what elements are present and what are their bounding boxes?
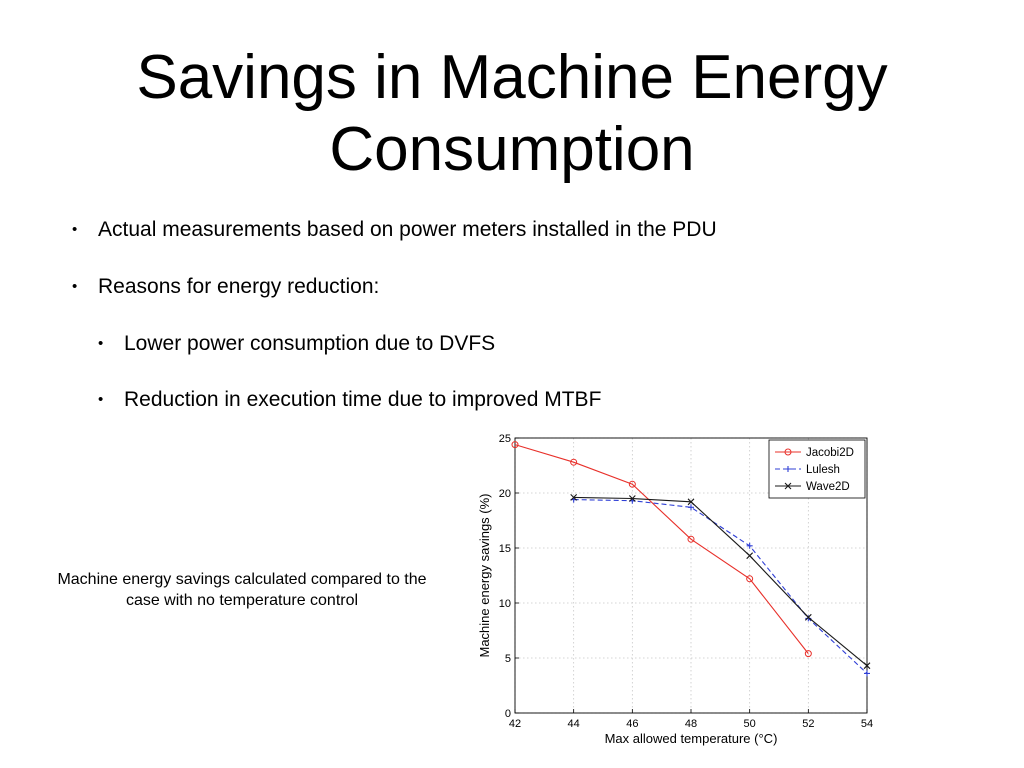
data-point-jacobi2d bbox=[804, 650, 812, 658]
x-tick-label: 54 bbox=[861, 718, 873, 730]
title-line-2: Consumption bbox=[329, 115, 695, 184]
data-point-jacobi2d bbox=[687, 535, 695, 543]
bullet-text: Reasons for energy reduction: bbox=[98, 275, 380, 298]
x-axis-label: Max allowed temperature (°C) bbox=[605, 731, 778, 746]
bullet-dot: • bbox=[98, 391, 104, 408]
x-tick-label: 42 bbox=[509, 718, 521, 730]
bullet-text: Reduction in execution time due to impro… bbox=[124, 388, 602, 411]
data-point-wave2d bbox=[687, 498, 695, 506]
series-line-lulesh bbox=[573, 499, 868, 674]
data-point-lulesh bbox=[864, 670, 870, 677]
x-tick-label: 50 bbox=[744, 718, 756, 730]
x-tick-label: 44 bbox=[568, 718, 580, 730]
data-point-wave2d bbox=[746, 552, 754, 560]
series-line-jacobi2d bbox=[514, 444, 809, 654]
y-tick-label: 5 bbox=[505, 653, 511, 665]
data-point-wave2d bbox=[628, 495, 636, 502]
bullet-dot: • bbox=[72, 278, 78, 295]
data-point-wave2d bbox=[570, 494, 578, 501]
legend-label: Jacobi2D bbox=[806, 447, 854, 459]
bullet-dot: • bbox=[98, 335, 104, 352]
y-tick-label: 20 bbox=[499, 488, 511, 500]
energy-savings-chart: 42 44 46 48 50 52 54 0 5 10 15 20 25 Max allowed temp… bbox=[477, 433, 873, 746]
title-line-1: Savings in Machine Energy bbox=[136, 43, 888, 112]
y-tick-label: 15 bbox=[499, 543, 511, 555]
legend-label: Lulesh bbox=[806, 464, 840, 476]
sub-bullet-item: • Reduction in execution time due to imp… bbox=[98, 386, 601, 414]
bullet-item: • Actual measurements based on power met… bbox=[72, 216, 717, 244]
y-tick-label: 25 bbox=[499, 433, 511, 445]
data-point-jacobi2d bbox=[628, 480, 636, 488]
legend-marker bbox=[784, 448, 792, 456]
bullet-dot: • bbox=[72, 221, 78, 238]
data-point-jacobi2d bbox=[570, 458, 578, 466]
bullet-item: • Reasons for energy reduction: bbox=[72, 273, 379, 301]
y-tick-label: 10 bbox=[499, 598, 511, 610]
legend-marker bbox=[785, 466, 791, 472]
data-point-lulesh bbox=[688, 504, 694, 511]
x-tick-label: 48 bbox=[685, 718, 697, 730]
bullet-text: Actual measurements based on power meter… bbox=[98, 218, 717, 241]
data-point-wave2d bbox=[863, 662, 871, 670]
slide-title: Savings in Machine Energy Consumption bbox=[0, 42, 1024, 186]
data-point-lulesh bbox=[746, 542, 753, 549]
x-tick-label: 46 bbox=[626, 718, 638, 730]
series-line-wave2d bbox=[573, 496, 868, 667]
legend-label: Wave2D bbox=[806, 481, 850, 493]
x-tick-label: 52 bbox=[802, 718, 814, 730]
y-axis-label: Machine energy savings (%) bbox=[477, 493, 492, 657]
sub-bullet-item: • Lower power consumption due to DVFS bbox=[98, 330, 495, 358]
data-point-jacobi2d bbox=[746, 575, 754, 583]
legend-marker bbox=[784, 482, 792, 490]
y-tick-label: 0 bbox=[505, 708, 511, 720]
chart-caption: Machine energy savings calculated compar… bbox=[57, 571, 427, 609]
bullet-text: Lower power consumption due to DVFS bbox=[124, 332, 496, 355]
data-point-wave2d bbox=[804, 613, 812, 621]
data-point-jacobi2d bbox=[511, 441, 519, 449]
